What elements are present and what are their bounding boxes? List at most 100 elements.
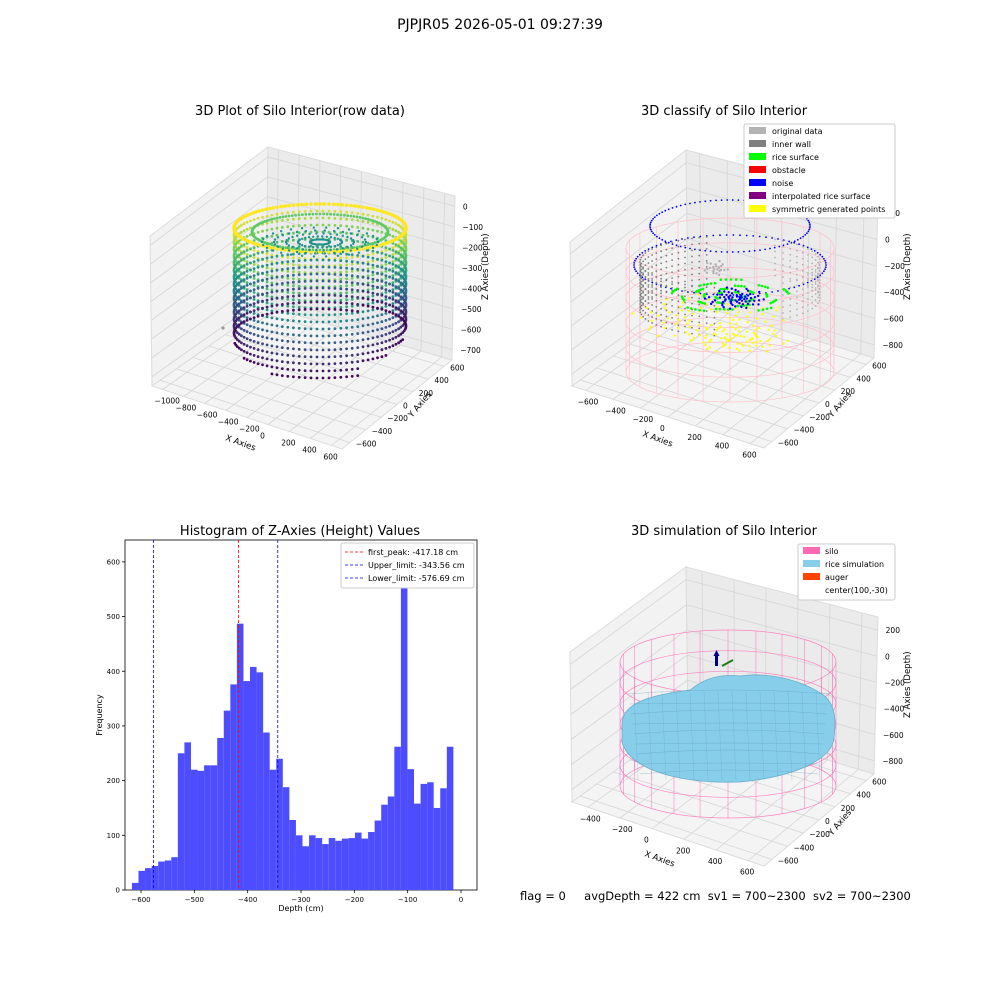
symmetric-point (698, 334, 701, 337)
original-point (801, 300, 804, 303)
rice-surface-point (761, 308, 765, 312)
raw-point (265, 336, 269, 340)
hist-bar (230, 684, 237, 891)
wall-point (647, 278, 650, 280)
noise-point (730, 287, 733, 290)
raw-point (309, 327, 313, 331)
raw-point (256, 300, 260, 304)
raw-point (237, 323, 241, 327)
hist-bar (348, 838, 355, 890)
raw-point (240, 223, 243, 227)
noise-point (661, 238, 664, 241)
raw-point (350, 318, 354, 322)
raw-point (371, 350, 375, 354)
raw-point (371, 280, 375, 284)
raw-point (288, 232, 291, 235)
wall-point (671, 259, 673, 261)
raw-point (380, 355, 384, 359)
raw-point (327, 327, 331, 331)
symmetric-point (721, 342, 725, 345)
grid-line (150, 196, 268, 284)
original-point (811, 283, 814, 286)
plot2-zlabel: Z Axies (Depth) (903, 233, 913, 300)
original-point (726, 268, 729, 271)
raw-point (297, 231, 301, 235)
raw-point (371, 263, 375, 267)
raw-point (394, 229, 398, 233)
raw-point (369, 218, 372, 222)
wall-point (639, 306, 642, 309)
wall-point (665, 290, 668, 293)
raw-point (384, 277, 388, 280)
y-tick-label: 200 (841, 804, 856, 813)
raw-point (361, 212, 365, 216)
raw-point (242, 356, 246, 360)
raw-point (315, 376, 319, 380)
original-point (789, 292, 792, 295)
raw-point (371, 305, 375, 309)
raw-point (297, 308, 301, 312)
noise-point (741, 303, 744, 306)
raw-point (329, 236, 333, 239)
x-tick-label: −500 (185, 896, 204, 904)
raw-point (366, 213, 370, 217)
wall-point (642, 303, 644, 306)
raw-point (319, 238, 323, 241)
raw-point (301, 233, 305, 236)
raw-point (315, 362, 319, 366)
status-avg-depth: avgDepth = 422 cm (584, 889, 701, 903)
wall-point (698, 291, 701, 294)
rice-surface-point (769, 301, 772, 305)
rice-mesh-line (639, 769, 819, 775)
raw-point (270, 290, 274, 294)
original-point (814, 293, 817, 295)
wall-point (639, 258, 642, 261)
raw-point (347, 253, 351, 256)
raw-point (265, 357, 269, 361)
raw-point (339, 287, 343, 291)
raw-point (303, 376, 307, 379)
grid-line (160, 379, 350, 444)
grid-line (570, 213, 688, 303)
raw-point (394, 342, 398, 346)
raw-point (315, 209, 319, 213)
raw-point (286, 346, 290, 350)
noise-point (693, 291, 695, 294)
raw-point (371, 221, 375, 225)
raw-point (261, 257, 264, 261)
raw-point (349, 232, 352, 235)
noise-point (821, 272, 824, 275)
original-point (796, 296, 798, 299)
original-point (819, 261, 821, 263)
raw-point (350, 260, 354, 264)
wall-point (705, 292, 708, 294)
raw-point (399, 295, 403, 299)
raw-point (344, 249, 349, 253)
raw-point (333, 210, 337, 213)
original-point (811, 286, 814, 289)
raw-point (339, 368, 343, 372)
raw-point (304, 248, 308, 252)
raw-point (366, 243, 370, 247)
raw-point (268, 218, 271, 222)
rice-surface-point (699, 284, 702, 287)
raw-point (315, 216, 319, 220)
raw-point (309, 300, 313, 304)
rice-surface-point (734, 278, 738, 281)
raw-point (240, 300, 243, 304)
rice-surface-point (737, 284, 740, 288)
raw-point (356, 219, 360, 222)
raw-point (333, 229, 336, 233)
wall-point (671, 283, 673, 285)
x-tick-label: −200 (345, 896, 364, 904)
raw-point (235, 276, 239, 279)
raw-point (261, 328, 264, 332)
original-point (811, 280, 814, 283)
raw-point (240, 279, 243, 283)
symmetric-point (728, 322, 731, 325)
raw-point (235, 248, 239, 251)
raw-point (271, 206, 276, 210)
grid-line (569, 579, 687, 665)
raw-point (388, 345, 391, 349)
raw-point (256, 258, 260, 262)
